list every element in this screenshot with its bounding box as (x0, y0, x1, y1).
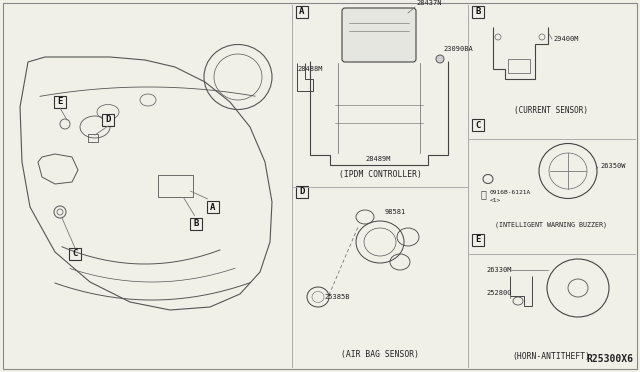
Text: R25300X6: R25300X6 (586, 354, 633, 364)
Text: (AIR BAG SENSOR): (AIR BAG SENSOR) (341, 350, 419, 359)
Text: 26330M: 26330M (486, 267, 511, 273)
Bar (207, 201, 219, 213)
FancyBboxPatch shape (342, 8, 416, 62)
Circle shape (436, 55, 444, 63)
Text: B: B (476, 7, 481, 16)
Bar (190, 218, 202, 230)
Text: E: E (58, 97, 63, 106)
Bar (508, 59, 530, 73)
Text: C: C (72, 250, 77, 259)
Bar (296, 186, 308, 198)
Bar (472, 234, 484, 246)
Bar (472, 6, 484, 18)
Text: (HORN-ANTITHEFT): (HORN-ANTITHEFT) (512, 352, 590, 360)
Text: 28489M: 28489M (365, 156, 390, 162)
Bar (296, 6, 308, 18)
Text: (INTELLIGENT WARNING BUZZER): (INTELLIGENT WARNING BUZZER) (495, 222, 607, 228)
Text: 0916B-6121A: 0916B-6121A (490, 190, 531, 196)
Text: C: C (476, 121, 481, 129)
Bar (88, 134, 98, 142)
Text: 28437N: 28437N (416, 0, 442, 6)
Text: (CURRENT SENSOR): (CURRENT SENSOR) (514, 106, 588, 115)
Text: Ⓢ: Ⓢ (480, 189, 486, 199)
Bar (54, 96, 66, 108)
Text: 28488M: 28488M (297, 66, 323, 72)
Text: 29400M: 29400M (553, 36, 579, 42)
Text: D: D (300, 187, 305, 196)
Text: 98581: 98581 (385, 209, 406, 215)
Text: A: A (300, 7, 305, 16)
Text: <1>: <1> (490, 199, 501, 203)
Bar (472, 119, 484, 131)
Bar (158, 175, 193, 197)
Text: D: D (106, 115, 111, 125)
Text: A: A (211, 202, 216, 212)
Bar (69, 248, 81, 260)
Text: 26350W: 26350W (600, 163, 625, 169)
Text: 25385B: 25385B (324, 294, 349, 300)
Bar (102, 114, 114, 126)
Text: 23090BA: 23090BA (443, 46, 473, 52)
Text: E: E (476, 235, 481, 244)
Text: B: B (193, 219, 198, 228)
Text: (IPDM CONTROLLER): (IPDM CONTROLLER) (339, 170, 421, 180)
Text: 25280G: 25280G (486, 290, 511, 296)
